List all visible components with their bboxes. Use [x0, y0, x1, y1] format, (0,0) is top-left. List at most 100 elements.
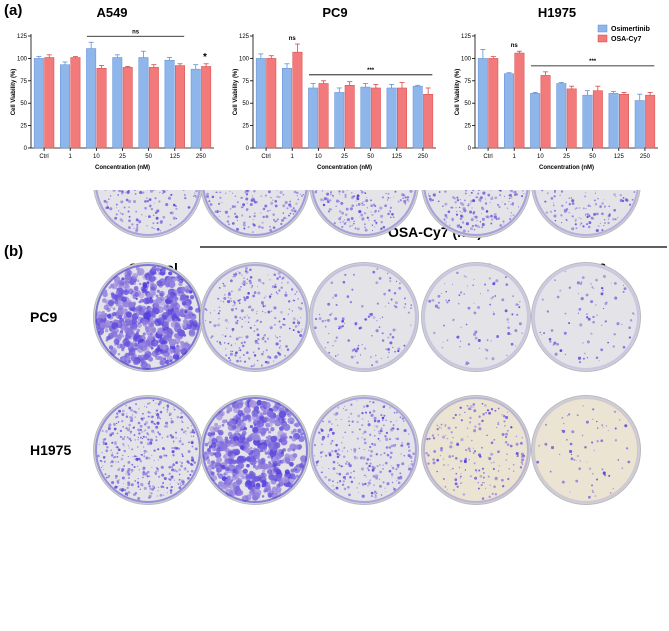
- chart-title: A549: [96, 5, 127, 20]
- colonies: [536, 405, 631, 499]
- bar-osa-cy7: [566, 88, 577, 149]
- x-tick-label: 10: [315, 154, 322, 160]
- y-axis-label: Cell Viability (%): [455, 69, 461, 116]
- plate-edge-stain: [423, 397, 529, 503]
- bar-osimertinib: [608, 93, 619, 149]
- y-axis-label: Cell Viability (%): [11, 69, 17, 116]
- bar-osimertinib: [164, 59, 175, 149]
- x-tick-label: 250: [418, 154, 429, 160]
- bar-osimertinib: [33, 58, 44, 149]
- bar-osa-cy7: [514, 52, 525, 149]
- chart-pc9: PC9 0 25 50 75 100 125 Cell Viability (%) Ctrl 1 1…: [233, 5, 436, 171]
- bar-osimertinib: [360, 86, 371, 149]
- plate-pc9-4: [531, 262, 641, 372]
- plate-h1975-0: [93, 395, 203, 505]
- plate-edge-stain: [202, 397, 308, 503]
- plate-edge-stain: [533, 264, 639, 370]
- y-tick-label: 0: [24, 146, 28, 152]
- y-tick-label: 125: [461, 34, 472, 40]
- y-tick-label: 25: [242, 124, 249, 130]
- plate-h1975-1: [200, 395, 310, 505]
- bar-osimertinib: [386, 87, 397, 149]
- significance-label: ns: [132, 29, 140, 35]
- colonies: [425, 402, 525, 500]
- plate-well: [533, 190, 639, 236]
- bar-osimertinib: [112, 57, 123, 149]
- plate-edge-stain: [423, 190, 529, 236]
- y-tick-label: 50: [242, 101, 249, 107]
- plate-edge-stain: [423, 264, 529, 370]
- bar-osa-cy7: [344, 85, 355, 149]
- y-tick-label: 75: [464, 79, 471, 85]
- plate-a549-1: [200, 190, 310, 238]
- plate-edge-stain: [533, 190, 639, 236]
- x-tick-label: 125: [614, 154, 625, 160]
- plate-a549-0: [93, 190, 203, 238]
- y-tick-label: 100: [17, 56, 28, 62]
- y-tick-label: 100: [461, 56, 472, 62]
- colony-assay-panel: OSA-Cy7 (nM)Control1101001000A549PC9H197…: [30, 190, 667, 505]
- bar-osimertinib: [308, 87, 319, 149]
- bar-osimertinib: [412, 85, 423, 149]
- plate-h1975-2: [309, 395, 419, 505]
- bar-osa-cy7: [44, 57, 55, 149]
- x-tick-label: 25: [341, 154, 348, 160]
- panel-b-label: (b): [4, 243, 24, 260]
- x-tick-label: 125: [170, 154, 181, 160]
- plate-edge-stain: [311, 397, 417, 503]
- bar-osa-cy7: [619, 93, 629, 149]
- legend-swatch-osimertinib: [597, 24, 608, 33]
- y-tick-label: 25: [20, 124, 27, 130]
- legend-label: OSA-Cy7: [611, 36, 641, 43]
- colonies: [202, 398, 307, 502]
- x-tick-label: 1: [69, 154, 73, 160]
- x-tick-label: 10: [537, 154, 544, 160]
- bar-osimertinib: [530, 93, 541, 149]
- x-tick-label: 1: [291, 154, 295, 160]
- row-label: PC9: [30, 309, 57, 325]
- bar-osa-cy7: [122, 67, 133, 149]
- x-tick-label: 250: [640, 154, 651, 160]
- colonies: [97, 399, 198, 501]
- bar-osimertinib: [477, 58, 488, 149]
- chart-title: PC9: [322, 5, 347, 20]
- bar-osimertinib: [190, 68, 201, 149]
- y-tick-label: 125: [239, 34, 250, 40]
- bar-osimertinib: [86, 48, 97, 149]
- x-tick-label: 25: [119, 154, 126, 160]
- plate-well: [533, 397, 639, 503]
- legend: Osimertinib OSA-Cy7: [597, 24, 650, 43]
- plate-well: [423, 397, 529, 503]
- bar-osa-cy7: [318, 83, 329, 149]
- plate-edge-stain: [311, 190, 417, 236]
- x-tick-label: 125: [392, 154, 403, 160]
- bar-osa-cy7: [370, 87, 381, 149]
- plate-well: [95, 397, 201, 503]
- bar-osa-cy7: [148, 67, 159, 149]
- plate-h1975-3: [421, 395, 531, 505]
- colonies: [539, 270, 635, 364]
- plate-pc9-3: [421, 262, 531, 372]
- y-tick-label: 50: [20, 101, 27, 107]
- x-tick-label: 10: [93, 154, 100, 160]
- y-tick-label: 0: [468, 146, 472, 152]
- y-tick-label: 100: [239, 56, 250, 62]
- bar-osimertinib: [634, 100, 645, 149]
- bar-osimertinib: [582, 94, 593, 149]
- x-tick-label: 50: [145, 154, 152, 160]
- colonies: [428, 190, 525, 233]
- x-tick-label: 50: [589, 154, 596, 160]
- row-label: H1975: [30, 442, 71, 458]
- bar-osa-cy7: [70, 57, 81, 149]
- x-tick-label: Ctrl: [261, 154, 270, 160]
- plate-a549-4: [531, 190, 641, 238]
- bar-osa-cy7: [488, 58, 499, 149]
- y-tick-label: 75: [242, 79, 249, 85]
- legend-label: Osimertinib: [611, 26, 650, 33]
- colonies: [204, 266, 304, 368]
- y-tick-label: 125: [17, 34, 28, 40]
- plate-pc9-2: [309, 262, 419, 372]
- plate-edge-stain: [533, 397, 639, 503]
- x-tick-label: Ctrl: [39, 154, 48, 160]
